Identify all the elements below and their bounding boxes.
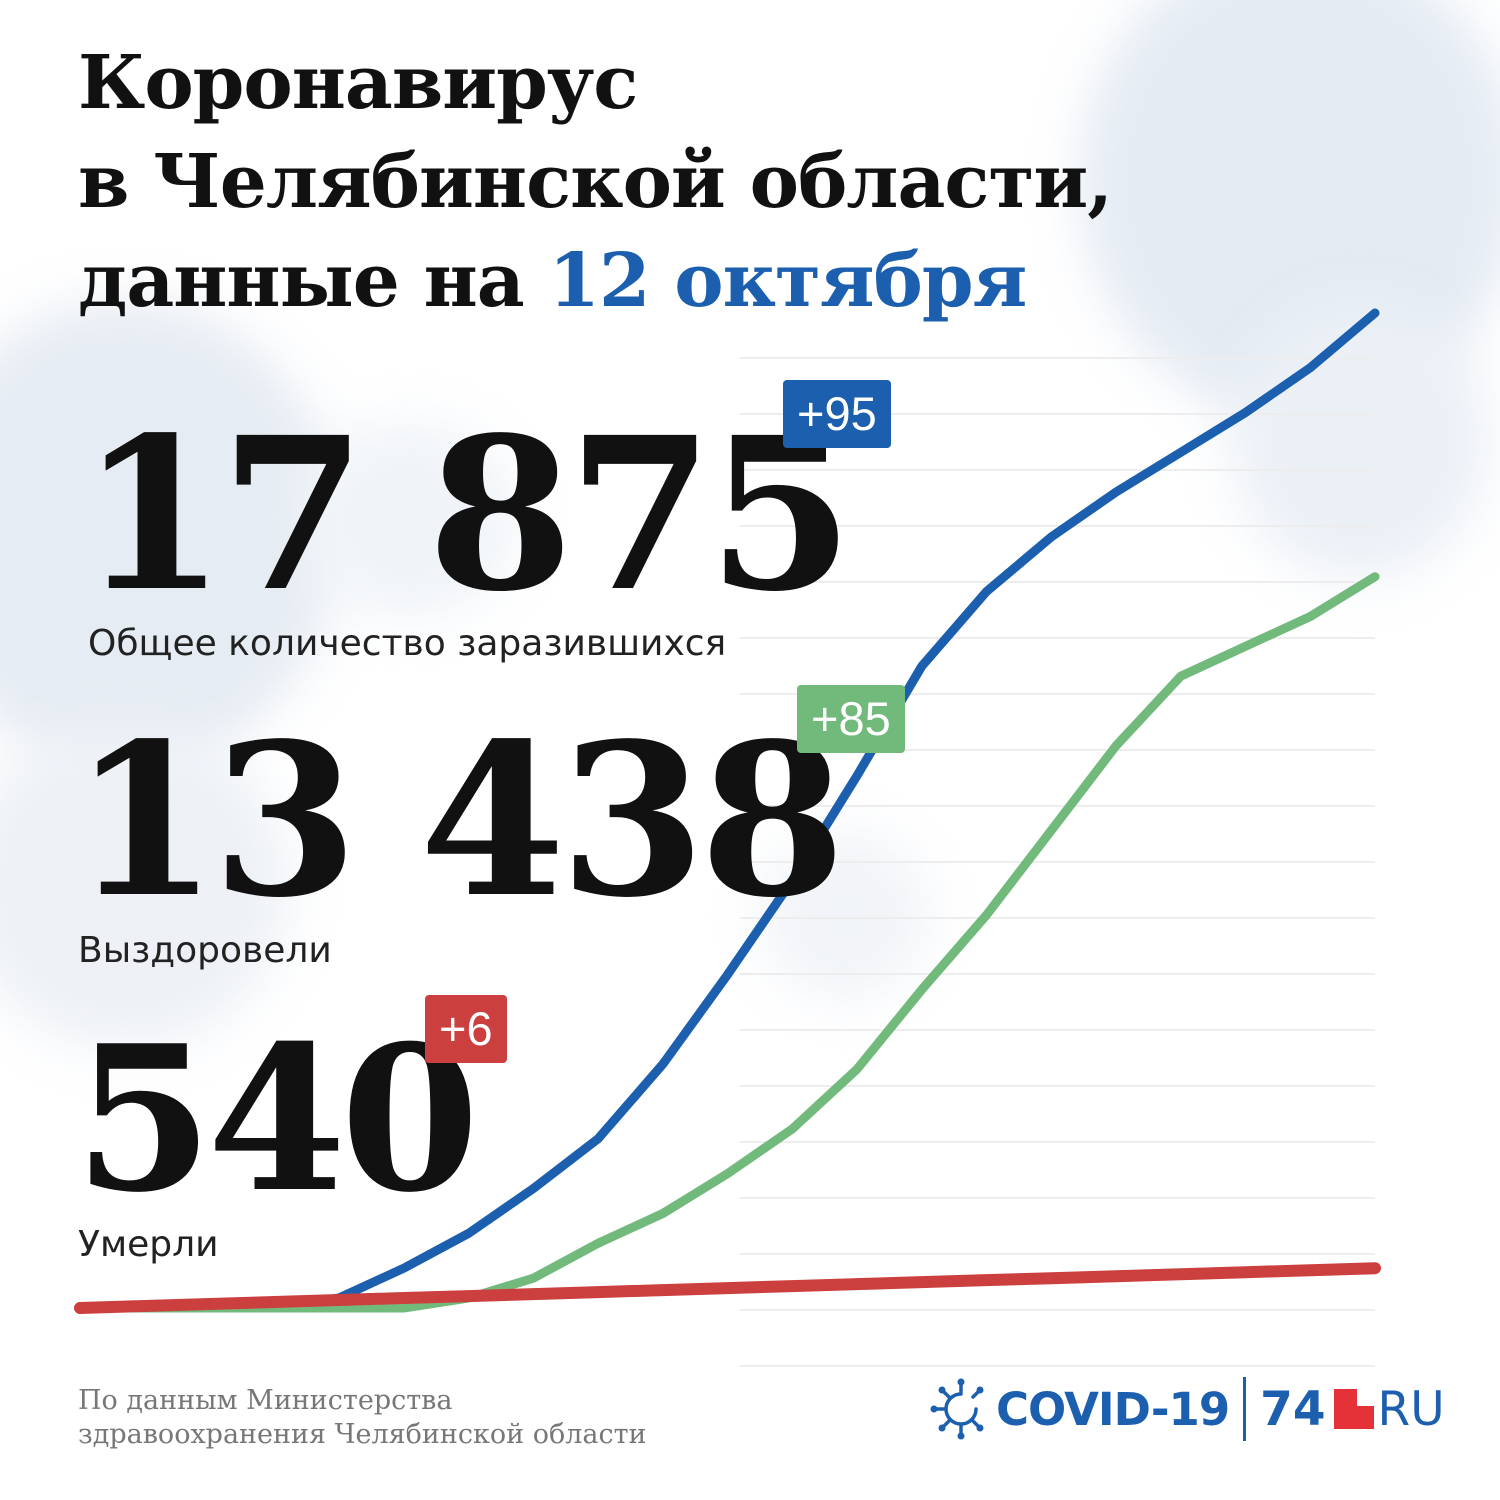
series-line-deaths — [74, 1262, 1381, 1314]
logo-ru-text: RU — [1377, 1381, 1445, 1437]
chart-lines — [74, 308, 1381, 1314]
title-line-3-prefix: данные на — [78, 238, 525, 324]
logo-square-icon — [1333, 1389, 1374, 1429]
deaths-delta-badge: +6 — [425, 995, 507, 1063]
series-line-recovered — [75, 572, 1380, 1313]
logo-divider — [1243, 1377, 1247, 1441]
background-virus-texture — [1230, 300, 1490, 580]
title-date: 12 октября — [548, 238, 1028, 324]
background-virus-texture — [0, 720, 290, 1050]
recovered-delta-badge: +85 — [797, 685, 905, 753]
source-line-1: По данным Министерства — [78, 1385, 453, 1416]
virus-icon — [930, 1378, 984, 1440]
deaths-label: Умерли — [78, 1224, 219, 1265]
chart-gridlines — [740, 357, 1375, 1367]
title-line-2: в Челябинской области, — [78, 139, 1113, 225]
title-line-1: Коронавирус — [78, 40, 638, 126]
covid-74ru-logo: COVID-19 74 RU — [930, 1374, 1445, 1444]
logo-covid-text: COVID-19 — [996, 1382, 1230, 1436]
recovered-label: Выздоровели — [78, 930, 332, 971]
title-line-3: данные на 12 октября — [78, 244, 1027, 318]
deaths-count: 540 — [74, 1002, 479, 1237]
infected-delta-badge: +95 — [783, 380, 891, 448]
source-note: По данным Министерства здравоохранения Ч… — [78, 1384, 647, 1452]
background-virus-texture — [760, 830, 930, 1000]
source-line-2: здравоохранения Челябинской области — [78, 1419, 647, 1450]
logo-74-text: 74 — [1260, 1381, 1326, 1437]
infected-count: 17 875 — [80, 391, 854, 638]
background-virus-texture — [0, 300, 340, 770]
recovered-count: 13 438 — [72, 697, 846, 944]
infected-label: Общее количество заразившихся — [88, 623, 727, 664]
background-virus-texture — [300, 420, 520, 620]
